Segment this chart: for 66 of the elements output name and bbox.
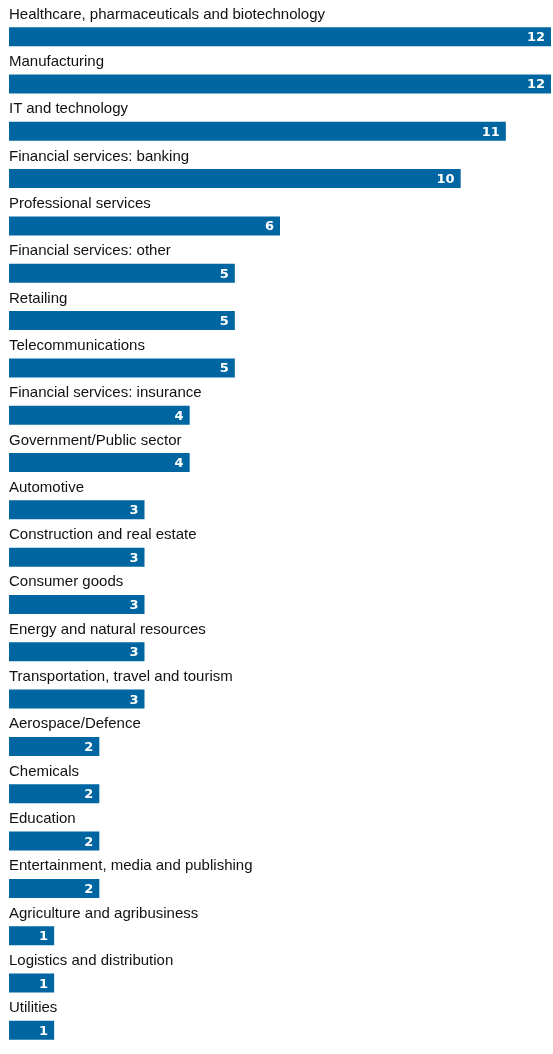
bar: [9, 926, 55, 946]
data-label: 12: [526, 76, 545, 92]
data-label: 2: [84, 786, 94, 802]
y-tick-label: Healthcare, pharmaceuticals and biotechnology: [9, 4, 326, 22]
data-label: 2: [84, 880, 94, 896]
y-tick-label: IT and technology: [9, 99, 129, 117]
y-tick-label: Construction and real estate: [9, 525, 197, 543]
data-label: 1: [39, 1022, 49, 1038]
bar: [9, 216, 280, 236]
bar: [9, 500, 145, 520]
data-label: 10: [436, 171, 455, 187]
bar: [9, 1020, 55, 1040]
data-label: 3: [129, 549, 139, 565]
data-label: 6: [264, 218, 274, 234]
bar: [9, 689, 145, 709]
bar: [9, 642, 145, 662]
data-label: 5: [219, 265, 229, 281]
bar: [9, 784, 100, 804]
data-label: 4: [174, 455, 184, 471]
data-label: 2: [84, 833, 94, 849]
y-tick-label: Utilities: [9, 998, 58, 1016]
bar: [9, 594, 145, 614]
y-tick-label: Energy and natural resources: [9, 619, 206, 637]
bar: [9, 973, 55, 993]
bar: [9, 547, 145, 567]
bar: [9, 263, 235, 283]
bar: [9, 736, 100, 756]
y-tick-label: Education: [9, 809, 76, 827]
bar: [9, 121, 506, 141]
data-label: 3: [129, 596, 139, 612]
y-tick-label: Automotive: [9, 477, 85, 495]
data-label: 1: [39, 975, 49, 991]
data-label: 3: [129, 691, 139, 707]
data-label: 4: [174, 407, 184, 423]
y-tick-label: Logistics and distribution: [9, 951, 174, 969]
bar: [9, 74, 551, 94]
bar: [9, 311, 235, 331]
bar: [9, 453, 190, 473]
y-tick-label: Consumer goods: [9, 572, 124, 590]
bar: [9, 27, 551, 47]
y-tick-label: Professional services: [9, 193, 151, 211]
y-tick-label: Financial services: other: [9, 241, 171, 259]
bar: [9, 878, 100, 898]
bar: [9, 831, 100, 851]
y-tick-label: Agriculture and agribusiness: [9, 903, 199, 921]
y-tick-label: Transportation, travel and tourism: [9, 667, 233, 685]
y-tick-label: Telecommunications: [9, 335, 145, 353]
data-label: 3: [129, 502, 139, 518]
y-tick-label: Aerospace/Defence: [9, 714, 141, 732]
bar: [9, 405, 190, 425]
data-label: 5: [219, 313, 229, 329]
bar: [9, 169, 461, 189]
y-tick-label: Manufacturing: [9, 51, 105, 69]
y-tick-label: Chemicals: [9, 761, 80, 779]
data-label: 3: [129, 644, 139, 660]
y-tick-label: Financial services: banking: [9, 146, 190, 164]
y-tick-label: Entertainment, media and publishing: [9, 856, 253, 874]
y-tick-label: Retailing: [9, 288, 68, 306]
y-tick-label: Government/Public sector: [9, 430, 182, 448]
data-label: 2: [84, 738, 94, 754]
y-tick-label: Financial services: insurance: [9, 383, 202, 401]
data-label: 11: [481, 123, 500, 139]
data-label: 5: [219, 360, 229, 376]
bar: [9, 358, 235, 378]
data-label: 12: [526, 29, 545, 45]
data-label: 1: [39, 928, 49, 944]
